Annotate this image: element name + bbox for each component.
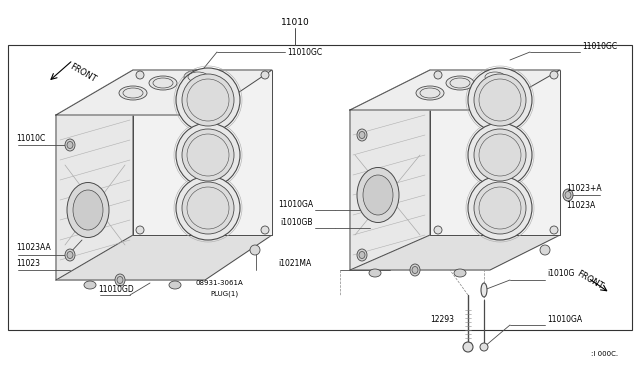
- Text: i1010GB: i1010GB: [280, 218, 313, 227]
- Text: 11023: 11023: [16, 259, 40, 267]
- Ellipse shape: [119, 86, 147, 100]
- Text: 11010C: 11010C: [16, 134, 45, 142]
- Ellipse shape: [115, 274, 125, 286]
- Ellipse shape: [261, 71, 269, 79]
- Ellipse shape: [410, 264, 420, 276]
- Ellipse shape: [136, 71, 144, 79]
- Ellipse shape: [357, 249, 367, 261]
- Ellipse shape: [474, 129, 526, 181]
- Ellipse shape: [184, 70, 212, 84]
- Ellipse shape: [357, 129, 367, 141]
- Ellipse shape: [67, 251, 73, 259]
- Ellipse shape: [481, 70, 509, 84]
- Ellipse shape: [176, 176, 240, 240]
- Polygon shape: [430, 70, 560, 235]
- Ellipse shape: [446, 76, 474, 90]
- Polygon shape: [56, 70, 272, 115]
- Text: i1021MA: i1021MA: [279, 260, 312, 269]
- Text: FRONT: FRONT: [68, 62, 97, 84]
- Ellipse shape: [136, 226, 144, 234]
- Ellipse shape: [550, 71, 558, 79]
- Ellipse shape: [176, 68, 240, 132]
- Polygon shape: [56, 235, 272, 280]
- Text: 11010GD: 11010GD: [98, 285, 134, 294]
- Text: 08931-3061A: 08931-3061A: [195, 280, 243, 286]
- Ellipse shape: [454, 269, 466, 277]
- Ellipse shape: [434, 226, 442, 234]
- Ellipse shape: [117, 276, 123, 283]
- Text: 11010GC: 11010GC: [287, 48, 322, 57]
- Ellipse shape: [261, 226, 269, 234]
- Text: 11010GA: 11010GA: [547, 314, 582, 324]
- Ellipse shape: [176, 123, 240, 187]
- Ellipse shape: [182, 74, 234, 126]
- Polygon shape: [56, 70, 133, 280]
- Ellipse shape: [550, 226, 558, 234]
- Ellipse shape: [182, 182, 234, 234]
- Ellipse shape: [84, 281, 96, 289]
- Text: i1010G: i1010G: [547, 269, 574, 279]
- Polygon shape: [350, 235, 560, 270]
- Text: 11010: 11010: [280, 17, 309, 26]
- Polygon shape: [350, 70, 430, 270]
- Ellipse shape: [359, 131, 365, 138]
- Ellipse shape: [565, 192, 571, 199]
- Ellipse shape: [468, 123, 532, 187]
- Ellipse shape: [468, 176, 532, 240]
- Ellipse shape: [412, 266, 418, 273]
- Ellipse shape: [463, 342, 473, 352]
- Ellipse shape: [169, 281, 181, 289]
- Text: 12293: 12293: [430, 315, 454, 324]
- Ellipse shape: [149, 76, 177, 90]
- Ellipse shape: [250, 245, 260, 255]
- Bar: [8, 45, 632, 330]
- Ellipse shape: [468, 68, 532, 132]
- Ellipse shape: [359, 251, 365, 259]
- Ellipse shape: [363, 175, 393, 215]
- Ellipse shape: [474, 74, 526, 126]
- Ellipse shape: [182, 129, 234, 181]
- Ellipse shape: [73, 190, 103, 230]
- Ellipse shape: [474, 182, 526, 234]
- Ellipse shape: [481, 283, 487, 297]
- Ellipse shape: [416, 86, 444, 100]
- Ellipse shape: [65, 139, 75, 151]
- Text: 11023A: 11023A: [566, 201, 595, 209]
- Text: 11010GA: 11010GA: [278, 199, 313, 208]
- Polygon shape: [350, 70, 560, 110]
- Ellipse shape: [357, 167, 399, 222]
- Ellipse shape: [563, 189, 573, 201]
- Ellipse shape: [434, 71, 442, 79]
- Text: 11010GC: 11010GC: [582, 42, 617, 51]
- Text: PLUG(1): PLUG(1): [210, 291, 238, 297]
- Ellipse shape: [480, 343, 488, 351]
- Ellipse shape: [67, 183, 109, 237]
- Text: FRONT: FRONT: [575, 269, 604, 291]
- Ellipse shape: [540, 245, 550, 255]
- Text: 11023+A: 11023+A: [566, 183, 602, 192]
- Text: :I 000C.: :I 000C.: [591, 351, 618, 357]
- Text: 11023AA: 11023AA: [16, 244, 51, 253]
- Ellipse shape: [369, 269, 381, 277]
- Ellipse shape: [67, 141, 73, 148]
- Polygon shape: [133, 70, 272, 235]
- Ellipse shape: [65, 249, 75, 261]
